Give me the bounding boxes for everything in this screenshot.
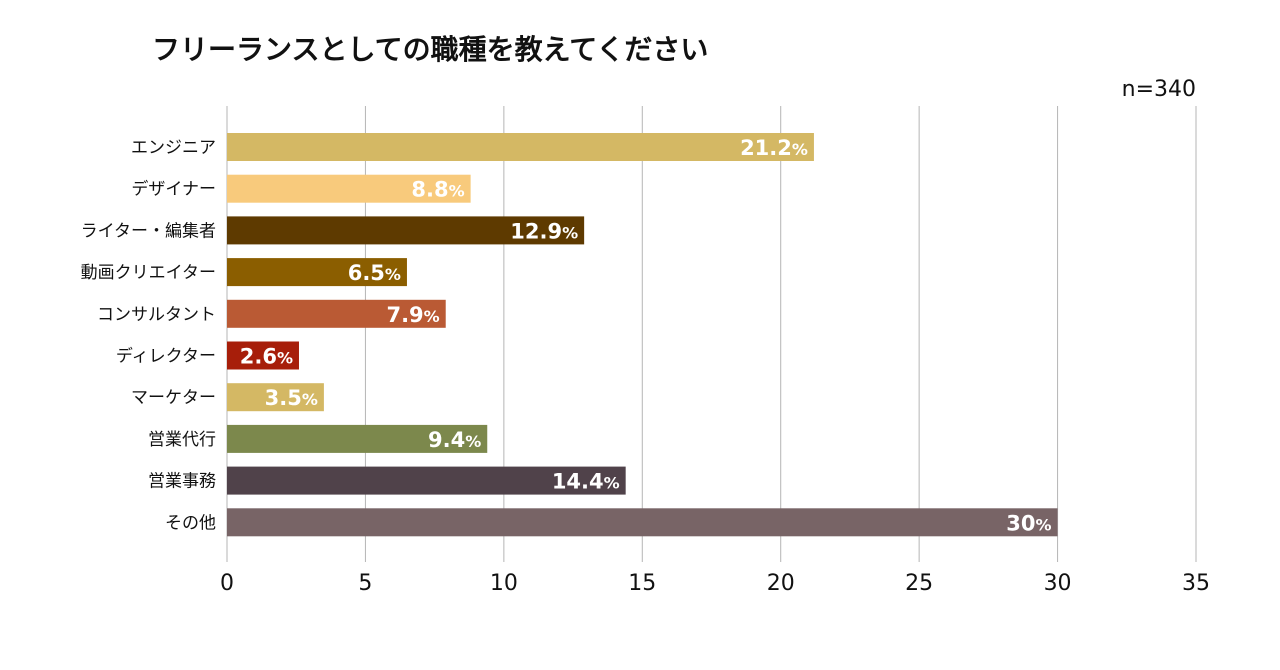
category-label-7: 営業代行 xyxy=(148,430,216,450)
bar-1 xyxy=(227,174,471,203)
bar-value-number-6: 3.5 xyxy=(265,386,302,410)
bar-9 xyxy=(227,508,1058,537)
bar-value-unit-9: % xyxy=(1036,515,1052,534)
bar-value-number-4: 7.9 xyxy=(386,303,423,327)
bar-value-unit-6: % xyxy=(302,390,318,409)
bar-value-unit-3: % xyxy=(385,265,401,284)
bar-value-unit-7: % xyxy=(465,432,481,451)
x-tick-label-30: 30 xyxy=(1044,571,1072,596)
bar-value-label-6: 3.5% xyxy=(265,386,318,410)
bar-value-unit-4: % xyxy=(424,307,440,326)
x-tick-label-35: 35 xyxy=(1182,571,1210,596)
bar-6 xyxy=(227,383,324,412)
sample-size-label: n=340 xyxy=(1122,77,1196,102)
bars-layer: 21.2%8.8%12.9%6.5%7.9%2.6%3.5%9.4%14.4%3… xyxy=(227,133,1058,537)
chart-title: フリーランスとしての職種を教えてください xyxy=(152,33,708,66)
category-label-2: ライター・編集者 xyxy=(81,221,216,241)
bar-value-number-9: 30 xyxy=(1006,511,1035,535)
x-axis-ticks-layer: 0 5 10 15 20 25 30 35 xyxy=(220,571,1210,596)
bar-3 xyxy=(227,258,407,287)
bar-value-label-4: 7.9% xyxy=(386,303,439,327)
bar-value-label-3: 6.5% xyxy=(348,261,401,285)
bar-value-number-3: 6.5 xyxy=(348,261,385,285)
bar-value-label-2: 12.9% xyxy=(510,219,578,243)
category-labels-layer: エンジニアデザイナーライター・編集者動画クリエイターコンサルタントディレクターマ… xyxy=(81,138,216,533)
x-tick-label-5: 5 xyxy=(358,571,372,596)
category-label-1: デザイナー xyxy=(131,179,216,200)
bar-4 xyxy=(227,299,446,328)
bar-0 xyxy=(227,133,814,161)
bar-value-unit-8: % xyxy=(604,474,620,493)
category-label-6: マーケター xyxy=(131,388,216,408)
bar-2 xyxy=(227,216,585,245)
bar-value-label-7: 9.4% xyxy=(428,428,481,452)
bar-value-number-0: 21.2 xyxy=(740,136,792,160)
bar-value-unit-0: % xyxy=(792,140,808,159)
bar-value-label-1: 8.8% xyxy=(411,178,464,202)
bar-value-unit-5: % xyxy=(277,349,293,368)
x-tick-label-20: 20 xyxy=(767,571,795,596)
category-label-4: コンサルタント xyxy=(97,305,216,325)
bar-5 xyxy=(227,341,299,370)
bar-value-unit-2: % xyxy=(562,223,578,242)
x-tick-label-15: 15 xyxy=(628,571,656,596)
bar-value-number-7: 9.4 xyxy=(428,428,465,452)
bar-7 xyxy=(227,424,488,453)
bar-value-number-1: 8.8 xyxy=(411,178,448,202)
x-tick-label-25: 25 xyxy=(905,571,933,596)
category-label-5: ディレクター xyxy=(116,346,216,367)
bar-value-number-5: 2.6 xyxy=(240,345,277,369)
bar-value-number-2: 12.9 xyxy=(510,219,562,243)
x-tick-label-10: 10 xyxy=(490,571,518,596)
bar-value-label-5: 2.6% xyxy=(240,345,293,369)
bar-value-unit-1: % xyxy=(449,182,465,201)
category-label-9: その他 xyxy=(165,513,216,533)
category-label-8: 営業事務 xyxy=(148,472,216,492)
bar-value-label-0: 21.2% xyxy=(740,136,808,160)
category-label-0: エンジニア xyxy=(131,138,216,158)
bar-value-number-8: 14.4 xyxy=(552,470,604,494)
bar-value-label-9: 30% xyxy=(1006,511,1051,535)
category-label-3: 動画クリエイター xyxy=(81,263,216,283)
bar-value-label-8: 14.4% xyxy=(552,470,620,494)
x-tick-label-0: 0 xyxy=(220,571,234,596)
bar-8 xyxy=(227,466,626,495)
